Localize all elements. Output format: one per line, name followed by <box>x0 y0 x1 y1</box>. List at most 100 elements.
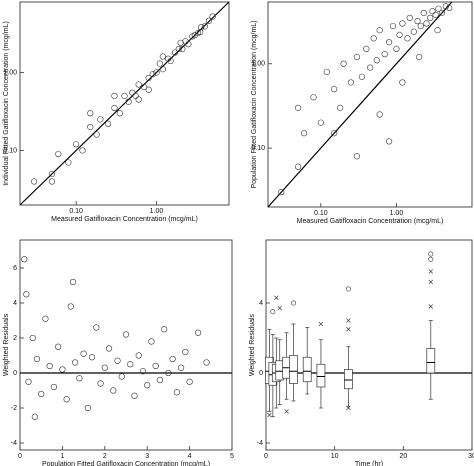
point <box>145 86 152 93</box>
point <box>69 278 77 286</box>
point <box>159 53 166 60</box>
point <box>46 362 53 370</box>
point <box>353 53 360 61</box>
point <box>435 5 442 12</box>
box <box>316 363 326 388</box>
point <box>363 45 370 53</box>
outlier <box>318 321 324 327</box>
point <box>97 380 104 387</box>
y-tick-label: 0.10 <box>251 145 265 152</box>
point <box>131 392 138 399</box>
point <box>72 359 79 366</box>
point <box>404 35 411 42</box>
x-tick-label: 0.10 <box>314 210 328 217</box>
y-tick-label: 1.00 <box>251 61 265 68</box>
point <box>337 104 344 111</box>
point <box>294 163 302 170</box>
outlier <box>267 412 272 418</box>
point <box>116 110 123 117</box>
identity-line <box>19 1 230 206</box>
point <box>376 27 383 34</box>
point <box>169 355 176 363</box>
point <box>152 362 159 370</box>
point <box>205 17 213 24</box>
y-axis-label: Weighted Residuals <box>249 313 256 376</box>
point <box>310 94 317 101</box>
point <box>367 64 374 71</box>
outlier <box>428 279 434 285</box>
point <box>175 45 182 53</box>
x-tick-label: 4 <box>188 453 192 460</box>
point <box>171 49 179 56</box>
point <box>25 378 32 385</box>
x-tick-label: 3 <box>145 453 149 460</box>
point <box>381 51 388 58</box>
box <box>344 369 353 390</box>
outlier <box>277 306 282 311</box>
plot-frame <box>19 239 233 451</box>
box <box>289 355 298 384</box>
outlier <box>345 286 351 292</box>
point <box>331 130 338 137</box>
x-axis-label: Time (hr) <box>355 461 383 466</box>
point <box>65 159 72 166</box>
point <box>385 39 393 46</box>
point <box>331 86 338 93</box>
point <box>42 315 49 322</box>
point <box>389 22 397 30</box>
outlier <box>428 256 434 262</box>
point <box>317 119 324 126</box>
point <box>21 256 28 263</box>
point <box>423 20 430 27</box>
point <box>201 23 208 30</box>
point <box>165 369 172 377</box>
point <box>399 20 406 27</box>
point <box>97 116 104 123</box>
point <box>182 348 189 356</box>
point <box>145 74 152 82</box>
point <box>446 4 453 11</box>
point <box>111 104 118 112</box>
y-tick-label: 0.10 <box>3 147 17 154</box>
point <box>67 303 74 310</box>
point <box>353 153 360 160</box>
point <box>294 104 302 111</box>
point <box>393 45 400 53</box>
point <box>105 120 112 127</box>
plot-frame <box>19 1 230 206</box>
y-tick-label: 4 <box>13 300 17 307</box>
point <box>48 170 56 178</box>
point <box>23 291 30 298</box>
y-tick-label: 0 <box>259 370 263 377</box>
x-axis-label: Measured Gatifloxacin Concentration (mcg… <box>51 216 198 223</box>
point <box>278 189 285 196</box>
point <box>148 338 155 345</box>
point <box>76 375 83 382</box>
point <box>29 334 36 342</box>
point <box>38 390 45 398</box>
point <box>427 14 434 21</box>
point <box>135 81 142 88</box>
point <box>55 343 62 350</box>
point <box>135 96 142 103</box>
box <box>302 356 312 383</box>
point <box>93 131 100 138</box>
outlier <box>270 309 276 315</box>
x-axis-label: Population Fitted Gatifloxacin Concentra… <box>42 461 210 466</box>
y-tick-label: -2 <box>11 405 17 412</box>
x-tick-label: 20 <box>399 453 407 460</box>
point <box>177 39 184 46</box>
point <box>156 376 164 384</box>
y-tick-label: -4 <box>257 440 263 447</box>
y-tick-label: 1.00 <box>3 69 17 76</box>
point <box>31 413 38 420</box>
point <box>347 79 355 86</box>
point <box>114 357 121 364</box>
point <box>173 389 180 396</box>
point <box>84 404 91 412</box>
point <box>59 366 66 373</box>
plot-frame <box>267 1 473 208</box>
